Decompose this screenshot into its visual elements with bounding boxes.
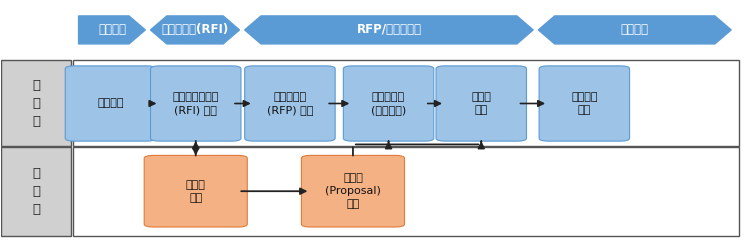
FancyBboxPatch shape <box>151 66 241 141</box>
Bar <box>73 147 739 236</box>
Text: 제안요청서
(RFP) 작성: 제안요청서 (RFP) 작성 <box>267 92 313 115</box>
Polygon shape <box>244 16 533 44</box>
FancyBboxPatch shape <box>144 155 247 227</box>
Polygon shape <box>151 16 239 44</box>
Text: 문제정의: 문제정의 <box>97 98 123 109</box>
Text: 발
주
자: 발 주 자 <box>32 78 40 127</box>
Text: 제안서
(Proposal)
작성: 제안서 (Proposal) 작성 <box>325 173 381 209</box>
Text: 제안설명회
(입찰공고): 제안설명회 (입찰공고) <box>371 92 406 115</box>
FancyBboxPatch shape <box>65 66 156 141</box>
Text: 공급업체
선정: 공급업체 선정 <box>571 92 597 115</box>
FancyBboxPatch shape <box>436 66 527 141</box>
Text: 정보요청서(RFI): 정보요청서(RFI) <box>161 24 229 37</box>
Text: 업체선정: 업체선정 <box>620 24 649 37</box>
Polygon shape <box>539 16 731 44</box>
Text: RFP/제안서발표: RFP/제안서발표 <box>357 24 421 37</box>
Text: 답변서
작성: 답변서 작성 <box>186 180 206 203</box>
Text: 정보제공요청서
(RFI) 작성: 정보제공요청서 (RFI) 작성 <box>172 92 219 115</box>
FancyBboxPatch shape <box>539 66 629 141</box>
Polygon shape <box>79 16 146 44</box>
FancyBboxPatch shape <box>343 66 434 141</box>
Text: 공
급
자: 공 급 자 <box>32 167 40 216</box>
Bar <box>73 60 739 146</box>
FancyBboxPatch shape <box>302 155 404 227</box>
Bar <box>1 147 71 236</box>
Bar <box>1 60 71 146</box>
Text: 제안서
평가: 제안서 평가 <box>471 92 491 115</box>
Text: 발주준비: 발주준비 <box>98 24 126 37</box>
FancyBboxPatch shape <box>244 66 335 141</box>
